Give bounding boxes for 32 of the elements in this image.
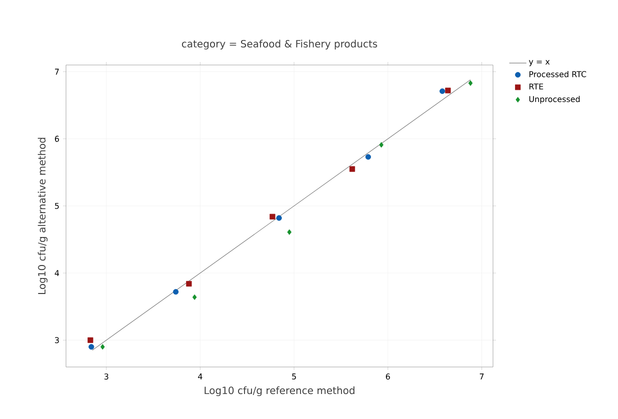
point: [349, 166, 356, 172]
point: [173, 289, 179, 295]
x-tick-label: 4: [198, 374, 202, 380]
x-tick-label: 3: [104, 374, 108, 380]
point: [379, 142, 384, 148]
legend-label: y = x: [528, 60, 550, 66]
y-tick-label: 4: [54, 270, 60, 276]
chart-title: category = Seafood & Fishery products: [182, 40, 378, 50]
point: [440, 88, 446, 94]
x-axis-title: Log10 cfu/g reference method: [204, 386, 354, 396]
point: [468, 80, 473, 86]
point: [88, 337, 94, 343]
point: [186, 280, 192, 287]
point: [100, 344, 105, 350]
y-tick-label: 3: [54, 337, 59, 344]
x-tick-label: 6: [386, 374, 390, 380]
x-tick-label: 5: [292, 374, 296, 380]
x-tick-label: 7: [480, 374, 484, 380]
point: [270, 214, 276, 220]
y-axis-title: Log10 cfu/g alternative method: [38, 138, 48, 294]
point: [445, 88, 451, 94]
point: [276, 215, 282, 221]
point: [192, 294, 197, 300]
legend-label: RTE: [529, 84, 544, 90]
point: [287, 229, 292, 235]
point: [88, 344, 94, 350]
y-tick-label: 5: [54, 202, 59, 209]
y-tick-label: 6: [54, 136, 59, 142]
y-tick-label: 7: [55, 68, 59, 75]
point: [365, 154, 371, 160]
legend-label: Unprocessed: [529, 96, 580, 104]
legend-label: Processed RTC: [529, 71, 586, 78]
